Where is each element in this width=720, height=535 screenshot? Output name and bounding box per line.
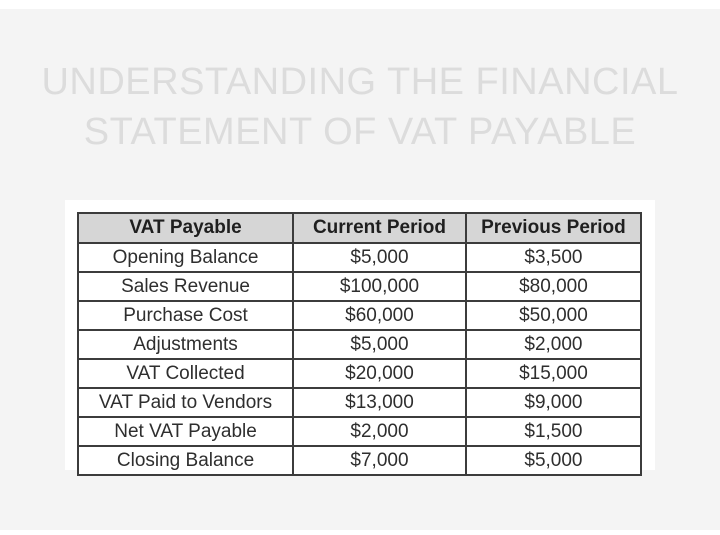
row-label-cell: Net VAT Payable	[76, 416, 295, 447]
row-label-cell: VAT Paid to Vendors	[76, 387, 295, 418]
table-row: Opening Balance $5,000 $3,500	[76, 242, 643, 273]
table-header-row: VAT Payable Current Period Previous Peri…	[76, 212, 643, 244]
row-label-cell: Purchase Cost	[76, 300, 295, 331]
row-label-cell: Opening Balance	[76, 242, 295, 273]
previous-value-cell: $5,000	[464, 445, 643, 476]
table-row: Sales Revenue $100,000 $80,000	[76, 271, 643, 302]
current-value-cell: $7,000	[292, 445, 467, 476]
table-row: Closing Balance $7,000 $5,000	[76, 445, 643, 476]
previous-value-cell: $50,000	[464, 300, 643, 331]
row-label-cell: Sales Revenue	[76, 271, 295, 302]
table-row: VAT Collected $20,000 $15,000	[76, 358, 643, 389]
previous-value-cell: $3,500	[464, 242, 643, 273]
current-value-cell: $5,000	[292, 242, 467, 273]
vat-payable-table: VAT Payable Current Period Previous Peri…	[76, 212, 643, 476]
current-value-cell: $100,000	[292, 271, 467, 302]
previous-value-cell: $1,500	[464, 416, 643, 447]
row-label-cell: VAT Collected	[76, 358, 295, 389]
current-value-cell: $2,000	[292, 416, 467, 447]
row-label-cell: Closing Balance	[76, 445, 295, 476]
previous-value-cell: $80,000	[464, 271, 643, 302]
current-value-cell: $20,000	[292, 358, 467, 389]
previous-value-cell: $2,000	[464, 329, 643, 360]
header-cell-previous-period: Previous Period	[464, 212, 643, 244]
table-row: Net VAT Payable $2,000 $1,500	[76, 416, 643, 447]
header-cell-vat-payable: VAT Payable	[76, 212, 295, 244]
page-title: UNDERSTANDING THE FINANCIAL STATEMENT OF…	[0, 57, 720, 157]
previous-value-cell: $15,000	[464, 358, 643, 389]
table-row: VAT Paid to Vendors $13,000 $9,000	[76, 387, 643, 418]
table-row: Purchase Cost $60,000 $50,000	[76, 300, 643, 331]
header-cell-current-period: Current Period	[292, 212, 467, 244]
previous-value-cell: $9,000	[464, 387, 643, 418]
table-row: Adjustments $5,000 $2,000	[76, 329, 643, 360]
current-value-cell: $5,000	[292, 329, 467, 360]
page-title-line-2: STATEMENT OF VAT PAYABLE	[83, 111, 637, 153]
current-value-cell: $60,000	[292, 300, 467, 331]
page-title-line-1: UNDERSTANDING THE FINANCIAL	[41, 61, 679, 103]
row-label-cell: Adjustments	[76, 329, 295, 360]
table-panel: VAT Payable Current Period Previous Peri…	[65, 200, 655, 476]
current-value-cell: $13,000	[292, 387, 467, 418]
